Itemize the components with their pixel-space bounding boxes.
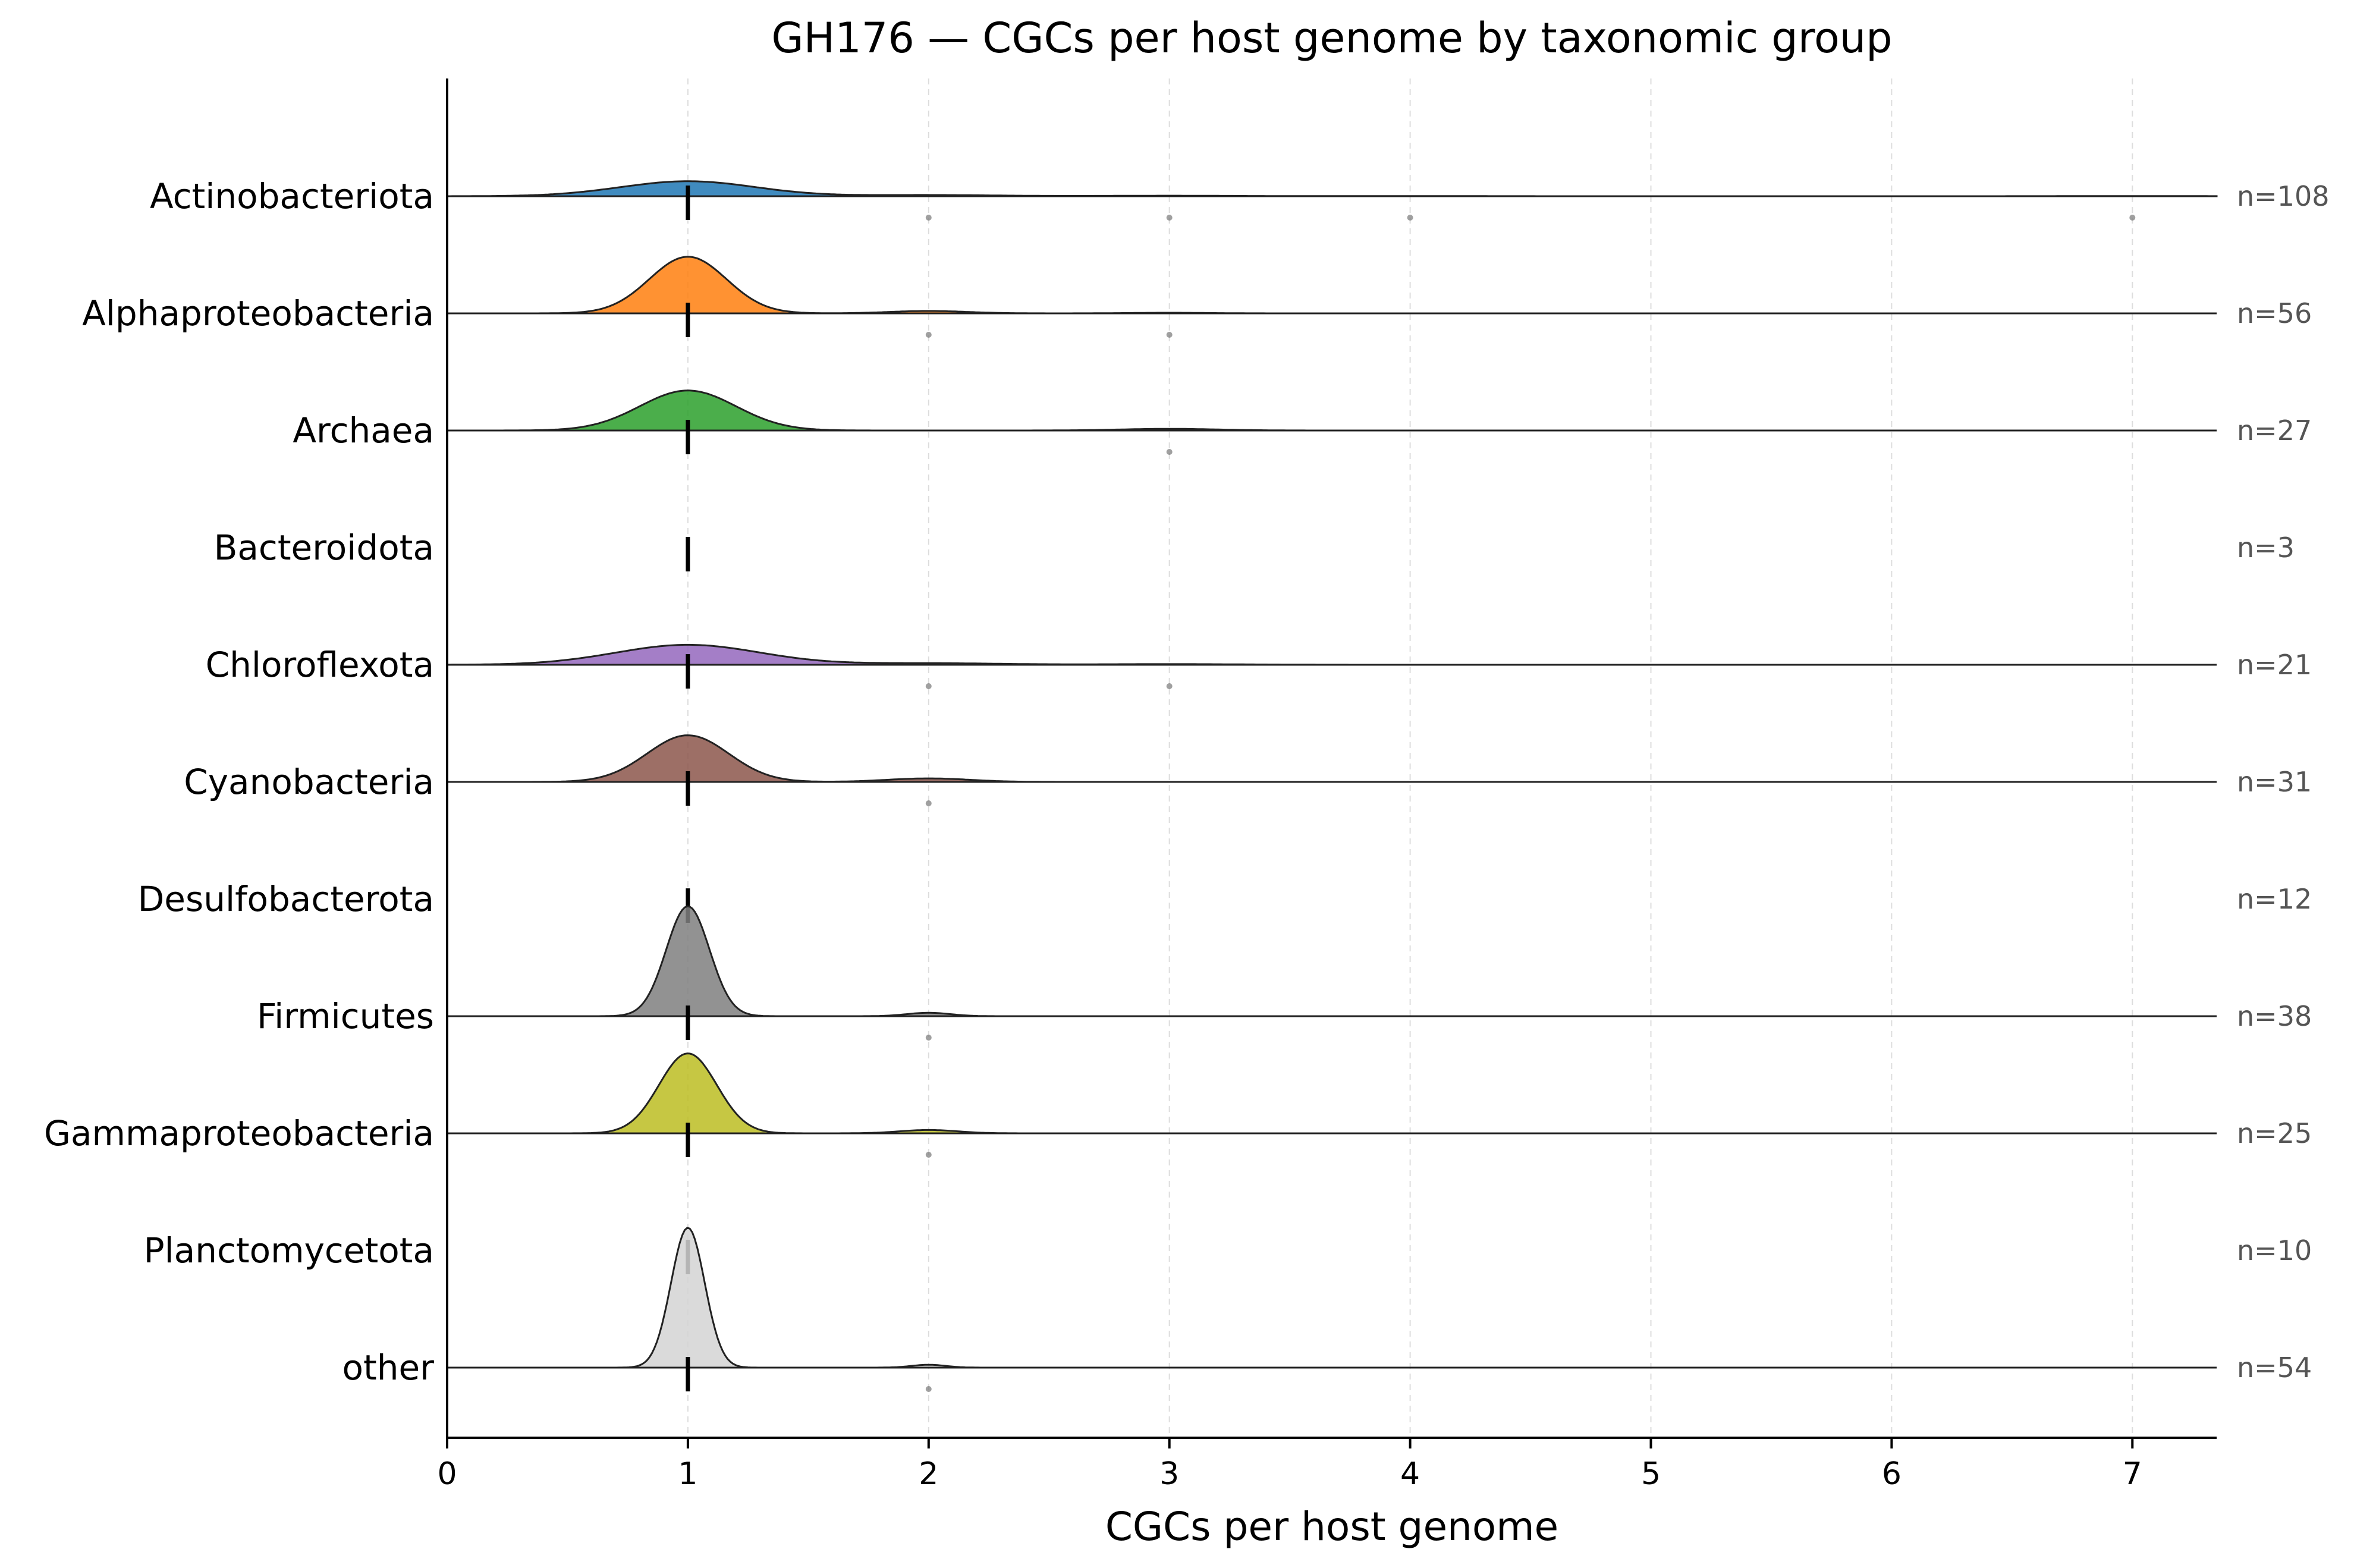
- axes: [446, 78, 2217, 1439]
- n-count-label: n=38: [2237, 1000, 2312, 1032]
- x-tick-labels: 0 1 2 3 4 5 6 7: [437, 1438, 2142, 1492]
- outlier-point: [1166, 449, 1173, 455]
- ridge-actinobacteriota: Actinobacteriota n=108: [150, 176, 2330, 221]
- outlier-point: [1166, 215, 1173, 221]
- chart-title: GH176 — CGCs per host genome by taxonomi…: [771, 14, 1892, 62]
- y-tick-label: Alphaproteobacteria: [82, 293, 434, 334]
- y-tick-label: Chloroflexota: [206, 645, 434, 685]
- density-ridge: [446, 643, 2217, 666]
- outlier-point: [1166, 683, 1173, 689]
- y-tick-label: Desulfobacterota: [138, 879, 434, 919]
- outlier-point: [1166, 332, 1173, 338]
- x-tick-label: 2: [919, 1456, 938, 1492]
- density-ridge: [447, 905, 2217, 1017]
- x-axis-label: CGCs per host genome: [1105, 1504, 1558, 1550]
- x-tick-label: 5: [1641, 1456, 1661, 1492]
- y-tick-label: Gammaproteobacteria: [44, 1113, 434, 1154]
- n-count-label: n=54: [2237, 1352, 2312, 1384]
- y-tick-label: Cyanobacteria: [184, 762, 434, 802]
- x-tick-label: 4: [1400, 1456, 1420, 1492]
- outlier-point: [925, 683, 932, 689]
- ridge-planctomycetota: Planctomycetota n=10: [144, 1230, 2312, 1274]
- outlier-point: [925, 1386, 932, 1392]
- density-ridge: [447, 1227, 2217, 1369]
- ridge-firmicutes: Firmicutes n=38: [257, 905, 2312, 1041]
- outlier-point: [925, 800, 932, 806]
- density-ridge: [447, 1052, 2217, 1135]
- n-count-label: n=108: [2237, 180, 2330, 212]
- x-tick-label: 7: [2123, 1456, 2142, 1492]
- y-tick-label: Planctomycetota: [144, 1230, 434, 1271]
- n-count-label: n=31: [2237, 766, 2312, 798]
- y-tick-label: other: [342, 1347, 434, 1388]
- outlier-point: [1407, 215, 1413, 221]
- n-count-label: n=21: [2237, 649, 2312, 681]
- ridge-bacteroidota: Bacteroidota n=3: [214, 527, 2295, 571]
- ridge-cyanobacteria: Cyanobacteria n=31: [184, 734, 2312, 806]
- outlier-point: [925, 1035, 932, 1041]
- n-count-label: n=10: [2237, 1234, 2312, 1267]
- n-count-label: n=25: [2237, 1117, 2312, 1149]
- outlier-point: [925, 1152, 932, 1158]
- n-count-label: n=3: [2237, 532, 2295, 564]
- ridge-alphaproteobacteria: Alphaproteobacteria n=56: [82, 256, 2312, 338]
- y-tick-label: Bacteroidota: [214, 527, 434, 568]
- x-tick-label: 6: [1882, 1456, 1902, 1492]
- y-tick-label: Actinobacteriota: [150, 176, 434, 216]
- y-tick-label: Archaea: [293, 410, 434, 451]
- grid-lines: [687, 78, 2133, 1438]
- n-count-label: n=27: [2237, 414, 2312, 447]
- outlier-point: [925, 215, 932, 221]
- outlier-point: [925, 332, 932, 338]
- density-ridge: [447, 180, 2218, 197]
- x-tick-label: 0: [437, 1456, 457, 1492]
- y-tick-label: Firmicutes: [257, 996, 434, 1036]
- ridge-chloroflexota: Chloroflexota n=21: [206, 643, 2312, 689]
- x-tick-label: 3: [1159, 1456, 1179, 1492]
- ridge-desulfobacterota: Desulfobacterota n=12: [138, 879, 2312, 923]
- ridge-other: other n=54: [342, 1227, 2312, 1392]
- n-count-label: n=12: [2237, 883, 2312, 915]
- x-tick-label: 1: [678, 1456, 697, 1492]
- n-count-label: n=56: [2237, 297, 2312, 329]
- outlier-point: [2129, 215, 2136, 221]
- ridges: Actinobacteriota n=108 Alphaproteobacteria…: [44, 176, 2330, 1392]
- ridge-gammaproteobacteria: Gammaproteobacteria n=25: [44, 1052, 2312, 1158]
- density-ridge: [447, 734, 2217, 783]
- ridge-archaea: Archaea n=27: [293, 389, 2312, 455]
- density-ridge: [447, 389, 2217, 432]
- density-ridge: [447, 256, 2217, 315]
